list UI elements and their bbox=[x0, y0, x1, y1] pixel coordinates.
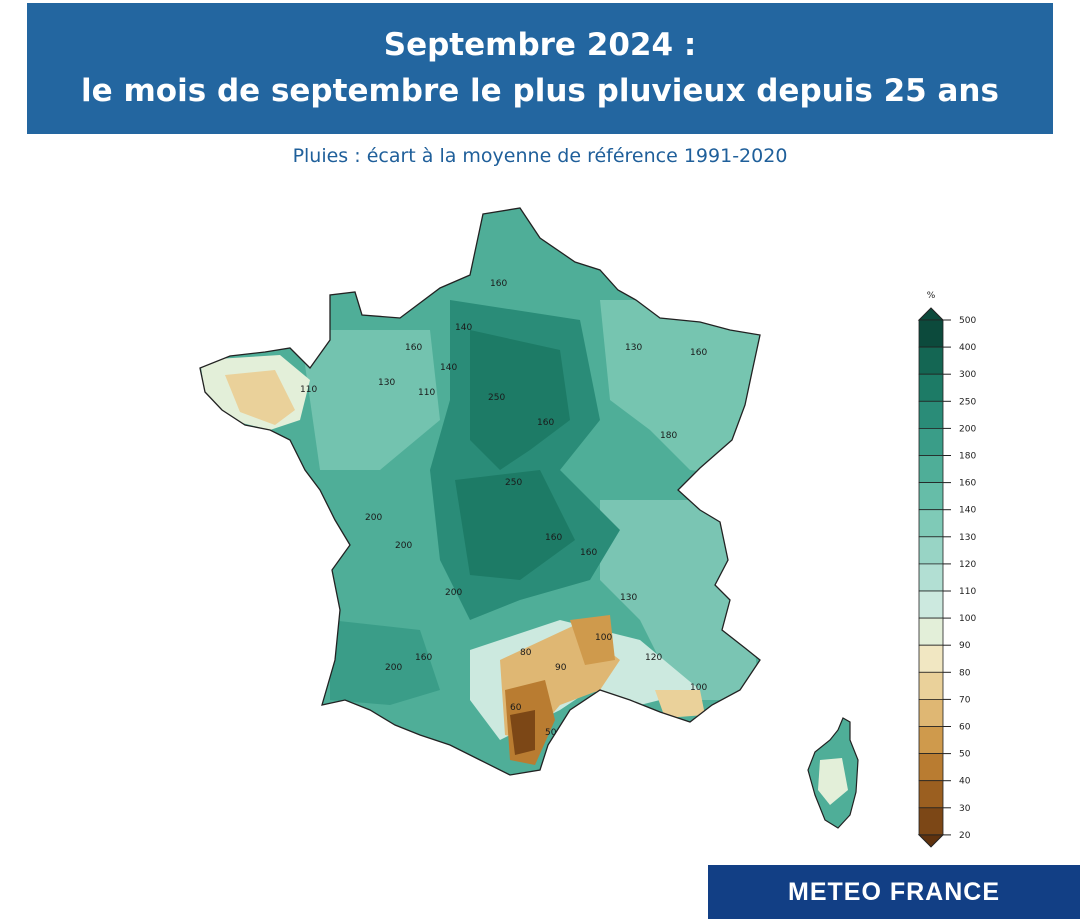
legend-swatch bbox=[918, 617, 944, 646]
contour-label: 160 bbox=[415, 653, 432, 663]
legend-tick-label: 70 bbox=[959, 695, 971, 705]
contour-label: 160 bbox=[690, 348, 707, 358]
contour-label: 250 bbox=[488, 393, 505, 403]
zone-center-core bbox=[470, 330, 570, 470]
legend-tick-label: 30 bbox=[959, 804, 971, 814]
legend-swatch bbox=[918, 373, 944, 402]
mainland-outline bbox=[199, 207, 761, 776]
contour-label: 120 bbox=[645, 653, 662, 663]
legend-swatch bbox=[918, 671, 944, 700]
contour-label: 140 bbox=[440, 363, 457, 373]
contour-label: 100 bbox=[595, 633, 612, 643]
legend-tick-label: 400 bbox=[959, 343, 976, 353]
contour-label: 200 bbox=[395, 541, 412, 551]
meteo-france-logo: METEO FRANCE bbox=[708, 865, 1080, 919]
legend-swatch bbox=[918, 427, 944, 456]
zone-south-extreme-dry bbox=[510, 710, 535, 755]
legend-tick-label: 100 bbox=[959, 614, 976, 624]
legend-swatch bbox=[918, 726, 944, 755]
legend-tick-label: 110 bbox=[959, 587, 976, 597]
legend-top-arrow bbox=[917, 307, 945, 321]
contour-label: 50 bbox=[545, 728, 557, 738]
legend-tick-label: 160 bbox=[959, 479, 976, 489]
contour-label: 200 bbox=[365, 513, 382, 523]
brand-name: METEO FRANCE bbox=[788, 877, 1000, 906]
corsica bbox=[807, 717, 859, 829]
contour-label: 160 bbox=[405, 343, 422, 353]
contour-label: 200 bbox=[385, 663, 402, 673]
legend-swatch bbox=[918, 563, 944, 592]
legend-swatch bbox=[918, 509, 944, 538]
contour-label: 80 bbox=[520, 648, 532, 658]
legend-tick-label: 60 bbox=[959, 723, 971, 733]
legend-swatch bbox=[918, 807, 944, 836]
contour-label: 60 bbox=[510, 703, 522, 713]
zone-northwest-moderate bbox=[300, 330, 440, 470]
contour-label: 130 bbox=[620, 593, 637, 603]
legend-swatch bbox=[918, 346, 944, 375]
legend-swatch bbox=[918, 590, 944, 619]
legend-tick-label: 40 bbox=[959, 777, 971, 787]
legend-swatch bbox=[918, 455, 944, 484]
legend-tick-label: 180 bbox=[959, 452, 976, 462]
zone-southwest-high bbox=[330, 620, 440, 705]
legend-bottom-arrow bbox=[917, 834, 945, 848]
legend-tick-label: 90 bbox=[959, 641, 971, 651]
legend-tick-label: 500 bbox=[959, 316, 976, 326]
contour-label: 200 bbox=[445, 588, 462, 598]
legend-tick-label: 20 bbox=[959, 831, 971, 841]
contour-label: 180 bbox=[660, 431, 677, 441]
title-line-1: Septembre 2024 : bbox=[383, 26, 697, 63]
legend-swatch bbox=[918, 482, 944, 511]
zone-loire-core bbox=[455, 470, 575, 580]
legend-tick-label: 250 bbox=[959, 397, 976, 407]
map-subtitle: Pluies : écart à la moyenne de référence… bbox=[292, 145, 788, 167]
color-legend: % 500 400 300 250 200 180 160 140 130 120 110 100 90 8… bbox=[917, 291, 976, 848]
legend-tick-label: 50 bbox=[959, 750, 971, 760]
contour-label: 90 bbox=[555, 663, 567, 673]
title-banner: Septembre 2024 : le mois de septembre le… bbox=[27, 3, 1053, 134]
anomaly-zones bbox=[200, 300, 760, 765]
zone-provence-dry bbox=[655, 690, 705, 718]
legend-swatch bbox=[918, 319, 944, 348]
legend-swatch bbox=[918, 644, 944, 673]
legend-swatch bbox=[918, 753, 944, 782]
legend-swatch bbox=[918, 400, 944, 429]
contour-label: 160 bbox=[490, 279, 507, 289]
legend-unit: % bbox=[927, 291, 936, 301]
contour-label: 160 bbox=[545, 533, 562, 543]
contour-label: 130 bbox=[625, 343, 642, 353]
corsica-dry-zone bbox=[818, 758, 848, 805]
contour-label: 100 bbox=[690, 683, 707, 693]
legend-swatch bbox=[918, 699, 944, 727]
contour-label: 160 bbox=[580, 548, 597, 558]
contour-label: 160 bbox=[537, 418, 554, 428]
zone-east-moderate bbox=[600, 300, 760, 480]
contour-label: 130 bbox=[378, 378, 395, 388]
contour-label: 110 bbox=[300, 385, 317, 395]
legend-tick-label: 120 bbox=[959, 560, 976, 570]
france-mainland bbox=[199, 207, 761, 776]
legend-tick-label: 140 bbox=[959, 506, 976, 516]
legend-tick-label: 130 bbox=[959, 533, 976, 543]
legend-tick-label: 200 bbox=[959, 424, 976, 434]
legend-tick-label: 300 bbox=[959, 370, 976, 380]
contour-label: 110 bbox=[418, 388, 435, 398]
contour-labels: 160 140 160 140 250 160 250 200 200 200 130 160 180 1… bbox=[300, 279, 707, 738]
title-line-2: le mois de septembre le plus pluvieux de… bbox=[81, 72, 999, 109]
legend-swatch bbox=[918, 780, 944, 809]
contour-label: 250 bbox=[505, 478, 522, 488]
legend-swatch bbox=[918, 536, 944, 565]
legend-tick-label: 80 bbox=[959, 668, 971, 678]
zone-cevennes-dry bbox=[570, 615, 615, 665]
zone-alps-moderate bbox=[600, 500, 760, 700]
zone-brittany-dry bbox=[225, 370, 295, 425]
contour-label: 140 bbox=[455, 323, 472, 333]
